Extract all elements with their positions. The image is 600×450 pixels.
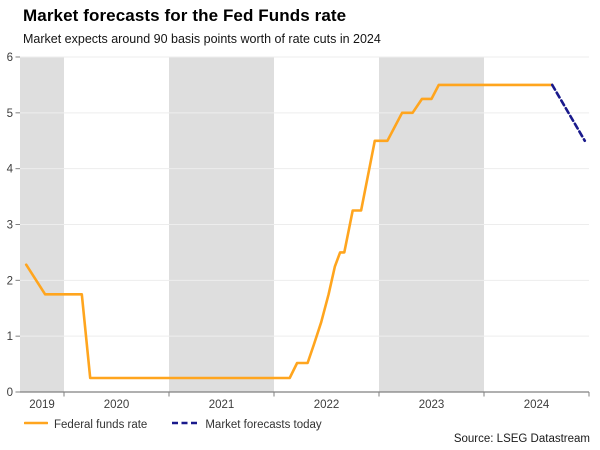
series-line-federal-funds [24,83,554,380]
series-line-forecast [550,83,587,143]
y-tick-label: 2 [7,275,13,287]
legend-item-federal-funds-rate: Federal funds rate [23,418,148,431]
y-tick-label: 4 [7,164,14,176]
legend-label: Federal funds rate [54,418,148,431]
legend-label: Market forecasts today [205,418,322,431]
x-tick-label: 2023 [419,399,445,411]
legend-line-dashed-icon [171,418,199,431]
y-tick-label: 1 [7,331,13,343]
source-credit: Source: LSEG Datastream [453,433,590,445]
x-tick-label: 2024 [524,399,550,411]
page-subtitle: Market expects around 90 basis points wo… [23,32,381,46]
x-tick-label: 2021 [209,399,235,411]
page-title: Market forecasts for the Fed Funds rate [23,6,347,25]
legend-line-solid-icon [23,418,49,431]
chart-legend: Federal funds rate Market forecasts toda… [23,418,322,431]
legend-item-market-forecasts: Market forecasts today [171,418,322,431]
x-tick-label: 2020 [104,399,130,411]
y-tick-label: 3 [7,220,13,232]
x-tick-label: 2022 [314,399,340,411]
y-tick-label: 0 [7,387,13,399]
y-tick-label: 6 [7,52,13,64]
y-tick-label: 5 [7,108,13,120]
x-tick-label: 2019 [29,399,55,411]
